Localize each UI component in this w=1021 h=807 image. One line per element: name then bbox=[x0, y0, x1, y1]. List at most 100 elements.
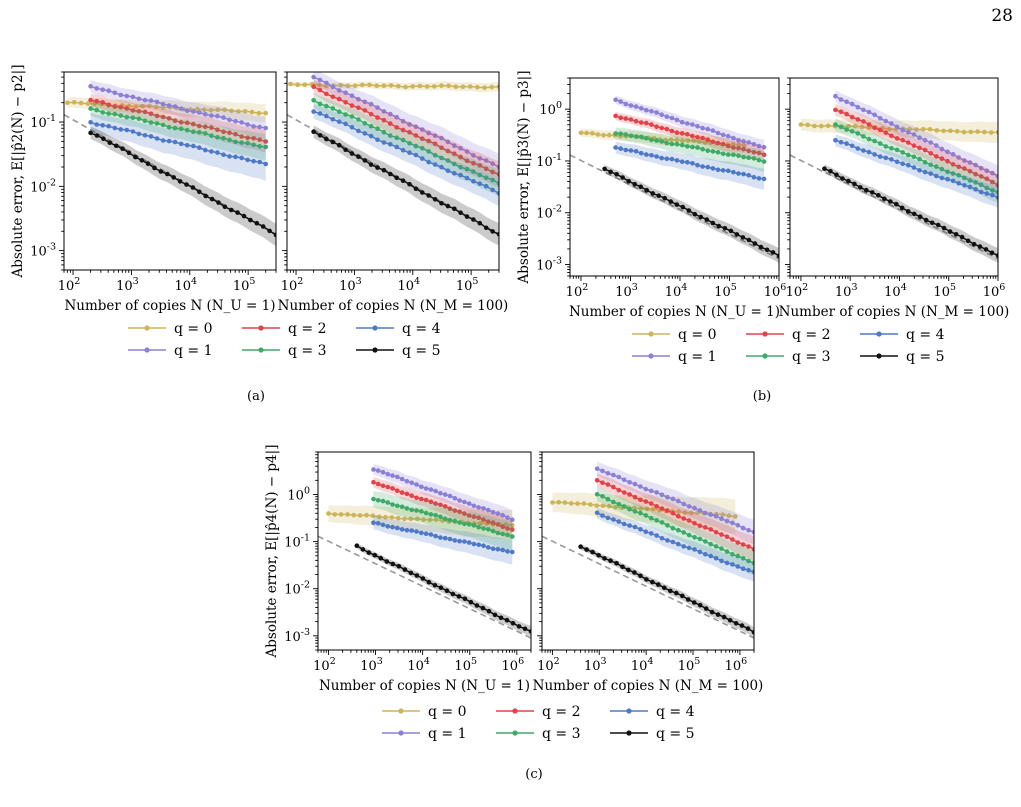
subplot-1: 102 103 104 105 10-3 10-2 10-1 Number of copies… bbox=[10, 65, 277, 314]
data-point-q1 bbox=[692, 505, 697, 511]
data-point-q3 bbox=[500, 531, 506, 537]
data-point-q4 bbox=[407, 150, 412, 155]
data-point-q2 bbox=[855, 117, 861, 122]
data-point-q3 bbox=[381, 129, 387, 135]
data-point-q5 bbox=[715, 612, 721, 617]
plot-area bbox=[570, 95, 779, 264]
data-point-q3 bbox=[720, 151, 726, 157]
data-point-q2 bbox=[130, 108, 136, 113]
data-point-q2 bbox=[400, 127, 406, 133]
data-point-q3 bbox=[380, 498, 386, 504]
data-point-q0 bbox=[302, 82, 308, 88]
x-tick-label: 105 bbox=[233, 276, 256, 294]
data-point-q0 bbox=[424, 84, 430, 89]
data-point-q0 bbox=[968, 129, 974, 135]
data-point-q2 bbox=[883, 130, 889, 135]
data-point-q5 bbox=[203, 193, 208, 199]
subplot-6: 102 103 104 105 106 Number of copies N (N_M =… bbox=[533, 451, 763, 694]
data-point-q0 bbox=[510, 523, 515, 528]
data-point-q1 bbox=[433, 488, 438, 494]
data-point-q3 bbox=[628, 133, 634, 139]
legend-label-q4: q = 4 bbox=[402, 321, 441, 337]
data-point-q2 bbox=[613, 113, 618, 119]
data-point-q5 bbox=[522, 626, 528, 632]
data-point-q3 bbox=[872, 138, 877, 144]
subplot-5: 102 103 104 105 106 10-3 10-2 10-1 100 Number of … bbox=[264, 445, 532, 694]
data-point-q5 bbox=[528, 629, 531, 634]
data-point-q2 bbox=[632, 494, 638, 500]
data-point-q5 bbox=[751, 629, 754, 635]
data-point-q4 bbox=[638, 527, 643, 532]
data-point-q4 bbox=[336, 119, 342, 124]
data-point-q4 bbox=[659, 536, 665, 541]
data-point-q2 bbox=[221, 129, 226, 134]
x-tick-label: 102 bbox=[58, 276, 81, 294]
data-point-q2 bbox=[178, 120, 184, 125]
data-point-q4 bbox=[676, 541, 681, 547]
data-point-q0 bbox=[345, 512, 350, 517]
data-point-q4 bbox=[388, 142, 393, 147]
data-point-q1 bbox=[633, 104, 639, 109]
data-point-q5 bbox=[444, 588, 450, 593]
data-point-q2 bbox=[605, 482, 611, 487]
data-point-q1 bbox=[471, 503, 477, 509]
data-point-q4 bbox=[233, 154, 238, 160]
data-point-q0 bbox=[439, 83, 444, 88]
x-tick-label: 103 bbox=[360, 656, 383, 674]
data-point-q4 bbox=[490, 546, 496, 551]
y-tick-label: 10-3 bbox=[284, 627, 310, 645]
data-point-q2 bbox=[703, 525, 708, 530]
data-point-q3 bbox=[685, 144, 690, 149]
data-point-q0 bbox=[503, 522, 509, 527]
data-point-q1 bbox=[118, 92, 124, 98]
data-point-q4 bbox=[462, 539, 467, 544]
data-point-q0 bbox=[961, 129, 967, 135]
y-tick-label: 10-2 bbox=[536, 204, 562, 222]
data-point-q5 bbox=[324, 136, 329, 142]
data-point-q3 bbox=[695, 145, 700, 150]
data-point-q2 bbox=[695, 135, 700, 140]
data-point-q2 bbox=[452, 151, 457, 156]
data-point-q5 bbox=[222, 204, 228, 210]
data-point-q2 bbox=[510, 527, 515, 532]
data-point-q1 bbox=[356, 96, 361, 102]
data-point-q0 bbox=[351, 512, 357, 518]
data-point-q4 bbox=[439, 164, 444, 170]
data-point-q4 bbox=[648, 531, 654, 536]
data-point-q0 bbox=[460, 84, 466, 89]
data-point-q2 bbox=[409, 493, 415, 499]
data-point-q0 bbox=[859, 124, 865, 130]
data-point-q5 bbox=[209, 196, 215, 202]
data-point-q3 bbox=[209, 133, 214, 138]
data-point-q1 bbox=[490, 509, 496, 515]
y-axis-label: Absolute error, E[|p̂3(N) − p3|] bbox=[516, 71, 532, 285]
data-point-q1 bbox=[632, 481, 638, 487]
data-point-q5 bbox=[905, 209, 911, 214]
data-point-q1 bbox=[600, 468, 605, 474]
legend-marker-q0 bbox=[398, 708, 404, 714]
data-point-q5 bbox=[483, 225, 489, 231]
data-point-q3 bbox=[632, 509, 638, 514]
legend-label-q1: q = 1 bbox=[678, 349, 717, 365]
legend-label-q2: q = 2 bbox=[542, 704, 581, 720]
data-point-q4 bbox=[215, 150, 220, 155]
data-point-q0 bbox=[256, 110, 262, 116]
data-point-q2 bbox=[611, 484, 616, 490]
data-point-q1 bbox=[172, 104, 178, 109]
data-point-q0 bbox=[887, 126, 892, 132]
x-tick-label: 104 bbox=[631, 656, 654, 674]
data-point-q1 bbox=[447, 493, 453, 499]
data-point-q3 bbox=[911, 154, 917, 160]
data-point-q1 bbox=[676, 498, 681, 504]
data-point-q3 bbox=[700, 146, 705, 152]
data-point-q4 bbox=[481, 543, 486, 548]
data-point-q5 bbox=[360, 547, 366, 552]
data-point-q3 bbox=[877, 141, 883, 146]
data-point-q5 bbox=[899, 205, 905, 211]
data-point-q5 bbox=[668, 588, 673, 594]
legend-label-q2: q = 2 bbox=[288, 321, 327, 337]
data-point-q4 bbox=[967, 184, 973, 190]
data-point-q2 bbox=[368, 111, 374, 117]
data-point-q3 bbox=[928, 162, 933, 167]
data-point-q1 bbox=[713, 513, 719, 519]
